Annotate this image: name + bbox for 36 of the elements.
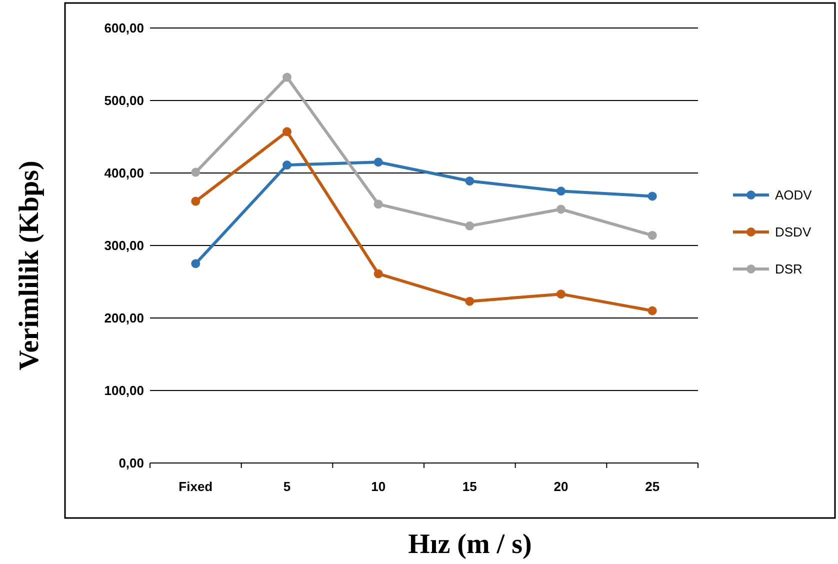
x-tick-label: 25 [645,479,660,494]
y-tick-label: 600,00 [104,20,144,36]
y-tick-label: 300,00 [104,238,144,254]
x-tick-label: 5 [283,479,291,494]
y-tick-label: 400,00 [104,166,144,181]
point [191,259,200,268]
point [556,290,566,299]
x-axis-title: Hız (m / s) [408,529,532,560]
legend-label: AODV [775,188,812,203]
point [282,160,292,170]
y-tick-label: 100,00 [104,383,144,398]
point [374,269,383,278]
point [465,176,474,186]
point [282,72,292,82]
point [374,158,383,167]
point [191,168,200,177]
y-axis-title: Verimlilik (Kbps) [14,160,45,370]
y-tick-label: 0,00 [118,456,144,471]
legend-label: DSR [775,262,802,277]
point [282,127,292,136]
x-tick-label: 20 [554,479,568,494]
y-tick-label: 200,00 [104,310,144,326]
legend-label: DSDV [775,224,812,240]
point [374,200,383,209]
x-tick-label: 15 [462,479,477,494]
point [191,196,200,206]
point [465,296,474,306]
x-tick-label: 10 [371,479,386,494]
point [465,221,474,230]
y-tick-label: 500,00 [104,93,144,108]
point [648,230,657,240]
x-tick-label: Fixed [178,479,213,494]
point [556,186,566,196]
point [556,204,566,214]
point [648,306,657,316]
point [648,192,657,201]
